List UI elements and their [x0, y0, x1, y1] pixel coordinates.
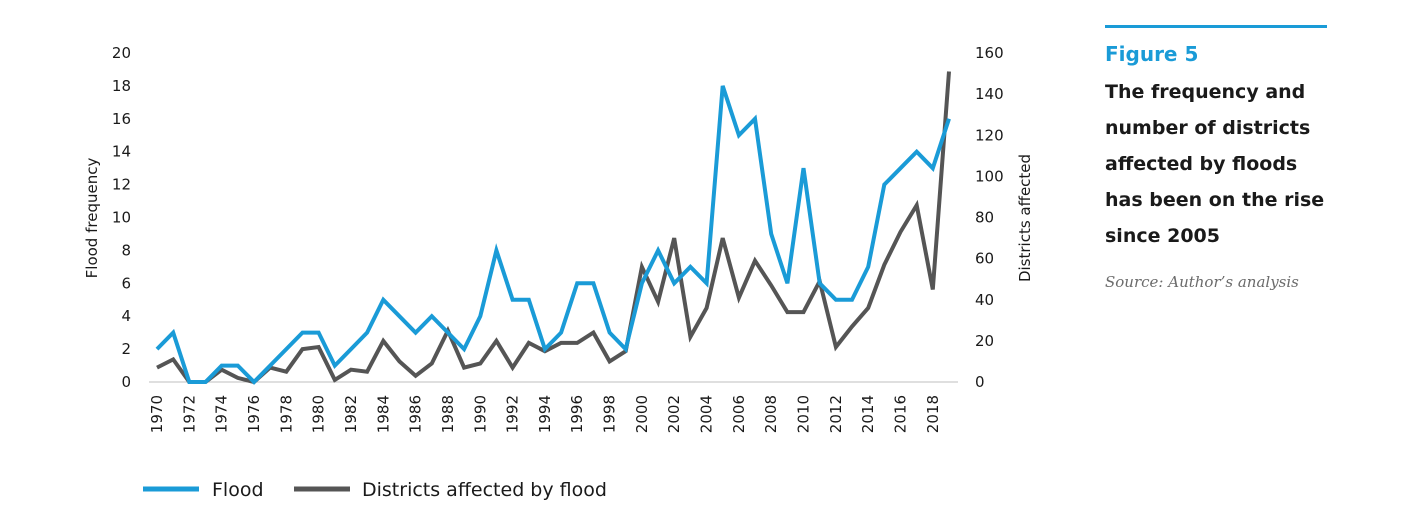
y-right-tick-label: 100 — [975, 167, 1004, 185]
x-tick-label: 2018 — [924, 395, 942, 433]
x-tick-label: 1998 — [601, 395, 619, 433]
y-right-tick-label: 20 — [975, 332, 994, 350]
x-tick-label: 1970 — [148, 395, 166, 433]
chart-axes: 0246810121416182002040608010012014016019… — [112, 44, 1004, 433]
y-right-tick-label: 40 — [975, 291, 994, 309]
y-left-tick-label: 20 — [112, 44, 131, 62]
dual-axis-line-chart: 0246810121416182002040608010012014016019… — [83, 44, 1034, 501]
x-tick-label: 1996 — [568, 395, 586, 433]
legend-item-districts: Districts affected by flood — [294, 479, 607, 501]
figure-source: Source: Author’s analysis — [1105, 273, 1299, 291]
x-tick-label: 1988 — [439, 395, 457, 433]
x-tick-label: 2002 — [665, 395, 683, 433]
y-left-tick-label: 18 — [112, 77, 131, 95]
x-tick-label: 2008 — [762, 395, 780, 433]
x-tick-label: 1978 — [277, 395, 295, 433]
y-left-tick-label: 16 — [112, 110, 131, 128]
y-right-tick-label: 0 — [975, 373, 985, 391]
x-tick-label: 2000 — [633, 395, 651, 433]
chart-lines — [155, 71, 951, 385]
legend: Flood Districts affected by flood — [143, 479, 607, 501]
y-right-tick-label: 160 — [975, 44, 1004, 62]
figure-sidebar: Figure 5 The frequency and number of dis… — [1105, 25, 1327, 291]
x-tick-label: 1990 — [471, 395, 489, 433]
y-axis-right-title: Districts affected — [1016, 154, 1034, 282]
y-left-tick-label: 8 — [121, 241, 131, 259]
legend-label-flood: Flood — [212, 479, 264, 501]
y-left-tick-label: 2 — [121, 340, 131, 358]
x-tick-label: 2010 — [795, 395, 813, 433]
y-left-tick-label: 4 — [121, 307, 131, 325]
y-right-tick-label: 140 — [975, 85, 1004, 103]
sidebar-divider — [1105, 25, 1327, 28]
figure-label: Figure 5 — [1105, 42, 1199, 66]
y-right-tick-label: 80 — [975, 209, 994, 227]
x-tick-label: 1972 — [180, 395, 198, 433]
x-tick-label: 2012 — [827, 395, 845, 433]
x-tick-label: 1986 — [407, 395, 425, 433]
x-tick-label: 1994 — [536, 395, 554, 433]
x-tick-label: 1992 — [504, 395, 522, 433]
x-tick-label: 1976 — [245, 395, 263, 433]
x-tick-label: 1984 — [374, 395, 392, 433]
legend-item-flood: Flood — [143, 479, 264, 501]
y-left-tick-label: 12 — [112, 176, 131, 194]
x-tick-label: 1980 — [310, 395, 328, 433]
series-line-flood — [155, 85, 951, 385]
y-left-tick-label: 14 — [112, 143, 131, 161]
y-right-tick-label: 60 — [975, 250, 994, 268]
series-line-districts — [156, 71, 951, 385]
x-tick-label: 2004 — [698, 395, 716, 433]
y-left-tick-label: 6 — [121, 274, 131, 292]
figure-caption: The frequency and number of districts af… — [1105, 81, 1325, 247]
y-left-tick-label: 10 — [112, 209, 131, 227]
y-right-tick-label: 120 — [975, 126, 1004, 144]
x-tick-label: 2014 — [859, 395, 877, 433]
x-tick-label: 1982 — [342, 395, 360, 433]
y-axis-left-title: Flood frequency — [83, 158, 101, 279]
x-tick-label: 2006 — [730, 395, 748, 433]
x-tick-label: 2016 — [892, 395, 910, 433]
y-left-tick-label: 0 — [121, 373, 131, 391]
x-tick-label: 1974 — [213, 395, 231, 433]
legend-label-districts: Districts affected by flood — [362, 479, 607, 501]
